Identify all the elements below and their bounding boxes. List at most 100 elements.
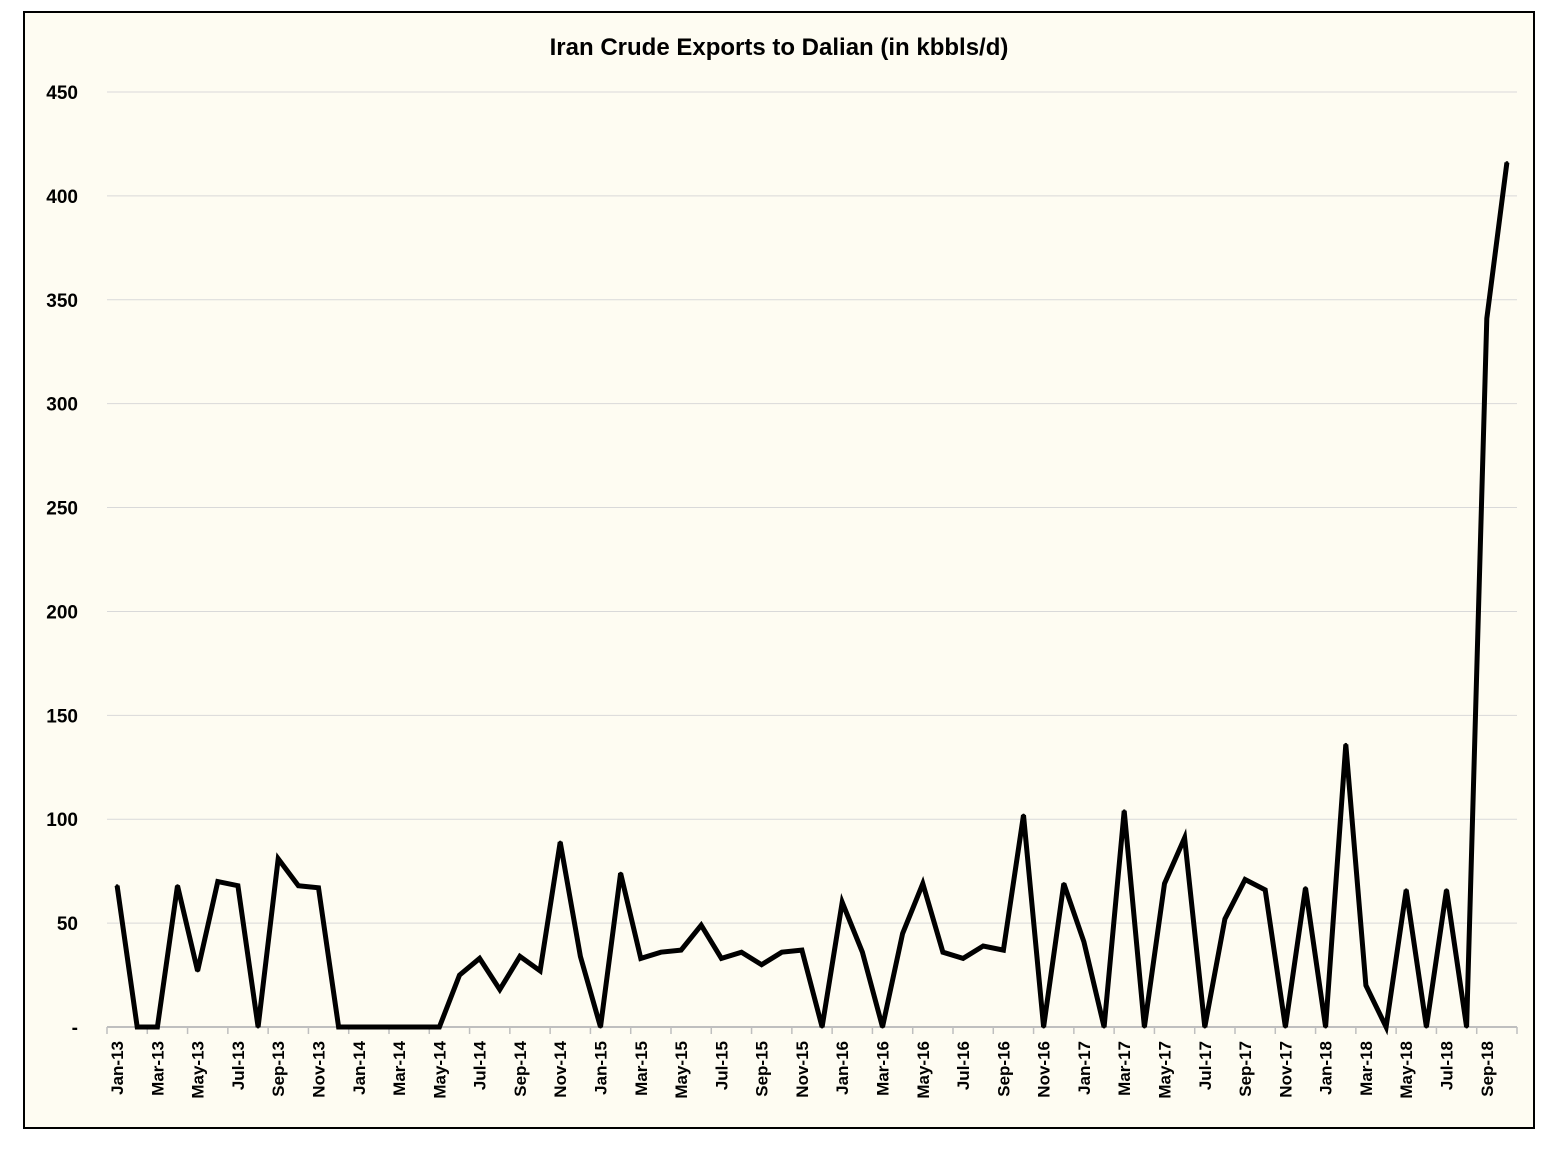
x-tick-label: May-15 xyxy=(672,1041,691,1099)
chart-frame: Iran Crude Exports to Dalian (in kbbls/d… xyxy=(23,11,1535,1129)
data-point xyxy=(1445,888,1448,892)
x-tick-label: Jul-15 xyxy=(712,1041,731,1090)
data-point xyxy=(1122,809,1126,813)
data-point xyxy=(860,950,864,954)
data-point xyxy=(840,900,844,904)
y-tick-label: 100 xyxy=(46,810,78,831)
x-tick-label: May-13 xyxy=(189,1041,208,1099)
y-tick-label: 200 xyxy=(46,602,78,623)
data-point xyxy=(276,857,280,861)
data-point xyxy=(558,840,562,844)
x-tick-label: Jan-13 xyxy=(108,1041,127,1095)
data-point xyxy=(961,956,965,960)
data-point xyxy=(337,1025,341,1029)
y-axis-ticks: 450 400 350 300 250 200 150 100 50 - xyxy=(46,83,78,1039)
data-point xyxy=(1243,877,1247,881)
x-tick-label: Mar-15 xyxy=(632,1041,651,1096)
data-point xyxy=(1465,1025,1469,1029)
data-point xyxy=(599,1025,602,1029)
data-point xyxy=(639,956,643,960)
data-point xyxy=(760,963,764,967)
series-line xyxy=(114,162,1510,1036)
y-tick-label: 250 xyxy=(46,499,78,520)
data-point xyxy=(1263,888,1267,892)
x-tick-label: Mar-18 xyxy=(1357,1041,1376,1096)
data-point xyxy=(1163,882,1166,886)
x-tick-label: Jan-14 xyxy=(350,1040,369,1094)
x-tick-label: Jan-17 xyxy=(1075,1041,1094,1095)
chart-background xyxy=(25,13,1533,1127)
data-point xyxy=(719,956,723,960)
gridlines xyxy=(107,91,1517,924)
data-point xyxy=(1001,948,1005,952)
x-tick-label: May-14 xyxy=(430,1040,449,1098)
data-point xyxy=(1364,983,1368,987)
data-point xyxy=(256,1025,260,1029)
data-point xyxy=(417,1025,421,1029)
data-point xyxy=(518,954,522,958)
chart-title: Iran Crude Exports to Dalian (in kbbls/d… xyxy=(550,34,1009,61)
y-tick-label: 300 xyxy=(46,395,78,416)
x-tick-label: Nov-14 xyxy=(551,1040,570,1097)
data-point xyxy=(1424,1025,1428,1029)
data-point xyxy=(699,923,703,927)
data-point xyxy=(498,988,502,992)
x-tick-label: Mar-14 xyxy=(390,1040,409,1095)
data-point xyxy=(780,950,784,954)
line-chart: Iran Crude Exports to Dalian (in kbbls/d… xyxy=(25,13,1533,1127)
data-point xyxy=(357,1025,361,1029)
data-point xyxy=(1042,1025,1046,1029)
x-tick-label: Jan-16 xyxy=(833,1041,852,1095)
x-tick-label: Nov-15 xyxy=(793,1041,812,1098)
x-tick-label: Jan-18 xyxy=(1317,1041,1336,1095)
x-tick-label: Jul-13 xyxy=(229,1041,248,1090)
x-tick-label: Sep-18 xyxy=(1478,1041,1497,1097)
y-tick-label: 450 xyxy=(46,83,78,104)
data-point xyxy=(216,880,220,884)
x-tick-label: Jul-14 xyxy=(471,1040,490,1090)
x-tick-label: Nov-16 xyxy=(1035,1041,1054,1098)
x-tick-label: May-16 xyxy=(914,1041,933,1099)
data-point xyxy=(437,1025,441,1029)
data-point xyxy=(1485,316,1489,320)
data-point xyxy=(679,948,683,952)
data-point xyxy=(1022,813,1025,817)
x-tick-label: Jan-15 xyxy=(592,1041,611,1095)
x-tick-label: Mar-13 xyxy=(148,1041,167,1096)
x-tick-label: Jul-18 xyxy=(1438,1041,1457,1090)
data-point xyxy=(881,1025,884,1029)
data-point xyxy=(155,1025,159,1029)
y-tick-label: 50 xyxy=(57,914,78,935)
data-point xyxy=(1062,882,1066,886)
data-point xyxy=(619,871,623,875)
data-point xyxy=(458,973,461,977)
data-point xyxy=(397,1025,401,1029)
x-tick-label: Nov-13 xyxy=(310,1041,329,1098)
data-point xyxy=(901,932,905,935)
x-tick-label: Mar-17 xyxy=(1115,1041,1134,1096)
data-point xyxy=(377,1025,381,1029)
x-tick-label: May-17 xyxy=(1156,1041,1175,1099)
x-tick-label: Sep-13 xyxy=(269,1041,288,1097)
data-point xyxy=(176,884,179,888)
data-point xyxy=(1102,1025,1106,1029)
data-point xyxy=(659,950,663,954)
x-tick-label: Sep-16 xyxy=(994,1041,1013,1097)
data-point xyxy=(1505,161,1509,165)
data-point xyxy=(1283,1025,1287,1029)
data-point xyxy=(1324,1025,1328,1029)
y-tick-label: 350 xyxy=(46,291,78,312)
x-tick-label: Jul-17 xyxy=(1196,1041,1215,1090)
data-point xyxy=(538,969,542,973)
x-tick-label: Jul-16 xyxy=(954,1041,973,1090)
data-point xyxy=(478,956,482,960)
data-point xyxy=(1384,1025,1388,1029)
y-tick-label: 400 xyxy=(46,187,78,208)
data-point xyxy=(578,954,582,958)
data-point xyxy=(1223,917,1227,921)
series-layer xyxy=(114,161,1510,1036)
x-tick-label: Nov-17 xyxy=(1276,1041,1295,1098)
data-point xyxy=(1082,940,1086,944)
data-point xyxy=(1404,888,1408,892)
data-point xyxy=(1142,1025,1146,1029)
